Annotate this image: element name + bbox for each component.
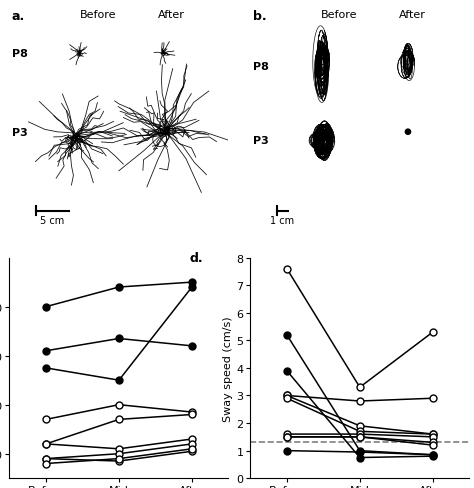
Text: P8: P8 [12, 49, 27, 59]
Text: Before: Before [80, 10, 116, 20]
Text: 1 cm: 1 cm [270, 215, 294, 225]
Circle shape [405, 130, 410, 135]
Text: P3: P3 [253, 136, 268, 146]
Text: After: After [399, 10, 426, 20]
Text: P8: P8 [253, 62, 268, 72]
Text: After: After [158, 10, 185, 20]
Text: b.: b. [253, 10, 266, 23]
Text: 5 cm: 5 cm [40, 215, 64, 225]
Text: P3: P3 [12, 127, 27, 138]
Text: a.: a. [12, 10, 25, 23]
Text: Before: Before [320, 10, 357, 20]
Y-axis label: Sway speed (cm/s): Sway speed (cm/s) [223, 315, 234, 421]
Text: d.: d. [189, 251, 203, 264]
